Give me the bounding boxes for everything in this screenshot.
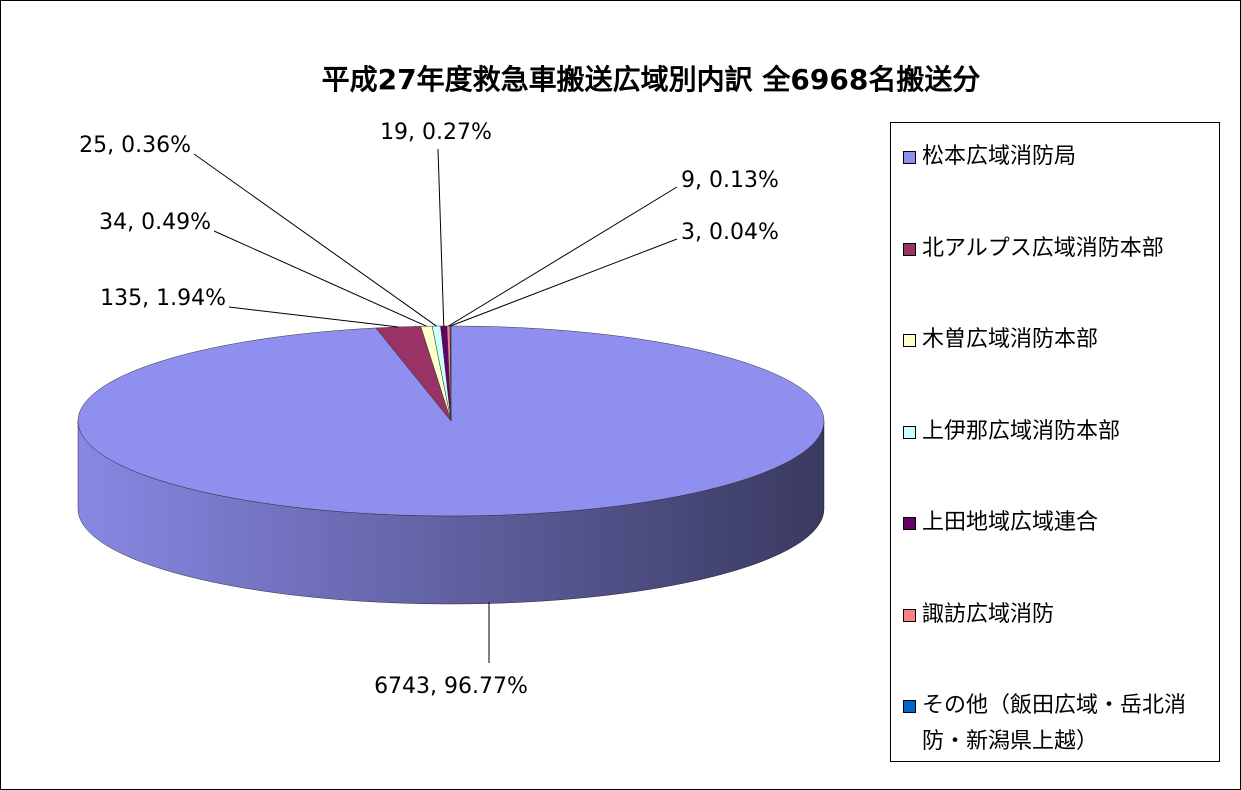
legend-swatch bbox=[903, 700, 916, 713]
legend-label: 北アルプス広域消防本部 bbox=[922, 235, 1164, 261]
leader-line bbox=[437, 148, 445, 327]
legend-item: 上伊那広域消防本部 bbox=[903, 414, 1213, 450]
leader-line bbox=[213, 230, 427, 327]
legend-label: 木曽広域消防本部 bbox=[922, 327, 1099, 352]
legend-item: 諏訪広域消防 bbox=[903, 597, 1213, 633]
leader-line bbox=[450, 238, 678, 327]
legend-item: その他（飯田広域・岳北消防・新潟県上越） bbox=[903, 688, 1213, 760]
data-label: 25, 0.36% bbox=[79, 133, 191, 158]
legend-swatch bbox=[903, 517, 916, 530]
legend-label: その他（飯田広域・岳北消防・新潟県上越） bbox=[922, 693, 1187, 754]
leader-line bbox=[448, 186, 678, 327]
slice-shade bbox=[78, 421, 824, 604]
legend-label: 諏訪広域消防 bbox=[922, 601, 1055, 627]
legend: 松本広域消防局北アルプス広域消防本部 木曽広域消防本部 上伊那広域消防本部 上田地域広… bbox=[890, 122, 1220, 762]
data-label: 9, 0.13% bbox=[681, 168, 779, 193]
legend-swatch bbox=[903, 425, 916, 439]
data-label: 3, 0.04% bbox=[681, 220, 779, 245]
legend-label: 上田地域広域連合 bbox=[922, 510, 1099, 535]
legend-item: 上田地域広域連合 bbox=[903, 505, 1213, 541]
legend-swatch bbox=[903, 151, 916, 164]
data-label: 6743, 96.77% bbox=[374, 674, 528, 699]
legend-item: 松本広域消防局 bbox=[903, 139, 1213, 175]
data-label: 135, 1.94% bbox=[100, 286, 226, 311]
legend-label: 松本広域消防局 bbox=[922, 144, 1077, 169]
legend-label: 上伊那広域消防本部 bbox=[922, 418, 1121, 444]
data-label: 19, 0.27% bbox=[380, 120, 492, 145]
legend-swatch bbox=[903, 334, 916, 347]
data-label: 34, 0.49% bbox=[99, 210, 211, 235]
legend-swatch bbox=[903, 242, 916, 256]
chart-title: 平成27年度救急車搬送広域別内訳 全6968名搬送分 bbox=[322, 63, 981, 96]
legend-item: 北アルプス広域消防本部 bbox=[903, 231, 1213, 267]
legend-item: 木曽広域消防本部 bbox=[903, 322, 1213, 358]
legend-swatch bbox=[903, 608, 916, 622]
leader-line bbox=[193, 153, 437, 327]
leader-line bbox=[228, 306, 399, 328]
